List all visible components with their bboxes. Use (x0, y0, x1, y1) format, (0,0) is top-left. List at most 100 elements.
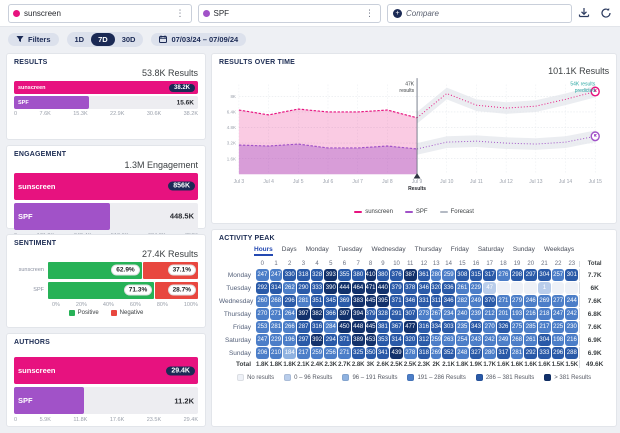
activity-tab-tuesday[interactable]: Tuesday (337, 246, 363, 254)
bar-fill[interactable]: sunscreen 856K (14, 172, 198, 200)
heatmap-cell[interactable] (497, 282, 510, 295)
heatmap-cell[interactable]: 410 (365, 269, 376, 282)
activity-tab-wednesday[interactable]: Wednesday (371, 246, 406, 254)
heatmap-cell[interactable]: 303 (442, 321, 455, 334)
heatmap-cell[interactable]: 210 (269, 347, 283, 360)
bar-row-sunscreen[interactable]: sunscreen 856K (14, 172, 198, 200)
heatmap-cell[interactable]: 346 (403, 295, 417, 308)
results-over-time-chart[interactable]: 8K 6.4K 4.8K 3.2K 1.6K Jul 3 Jul 4 Jul 5 Jul 6 Ju… (219, 76, 609, 207)
heatmap-cell[interactable]: 216 (565, 334, 579, 347)
legend-item-sunscreen[interactable]: sunscreen (354, 209, 393, 215)
heatmap-cell[interactable]: 355 (338, 269, 351, 282)
heatmap-cell[interactable]: 271 (338, 347, 351, 360)
heatmap-cell[interactable]: 206 (256, 347, 269, 360)
refresh-icon[interactable] (600, 7, 612, 19)
heatmap-cell[interactable]: 316 (310, 321, 324, 334)
heatmap-cell[interactable]: 218 (538, 308, 551, 321)
heatmap-cell[interactable]: 259 (310, 347, 324, 360)
heatmap-cell[interactable]: 266 (283, 321, 297, 334)
heatmap-cell[interactable]: 259 (431, 334, 442, 347)
heatmap-cell[interactable]: 279 (510, 295, 524, 308)
heatmap-cell[interactable]: 387 (403, 269, 417, 282)
heatmap-cell[interactable]: 314 (269, 282, 283, 295)
heatmap-cell[interactable]: 271 (269, 308, 283, 321)
heatmap-cell[interactable]: 316 (417, 321, 431, 334)
range-option-30d[interactable]: 30D (121, 34, 136, 44)
heatmap-cell[interactable]: 247 (269, 269, 283, 282)
heatmap-cell[interactable]: 288 (565, 347, 579, 360)
heatmap-cell[interactable]: 371 (390, 295, 403, 308)
heatmap-cell[interactable]: 281 (297, 295, 310, 308)
heatmap-cell[interactable]: 464 (351, 282, 365, 295)
bar-row-SPF[interactable]: 15.6K SPF (14, 96, 198, 109)
heatmap-cell[interactable]: 247 (256, 334, 269, 347)
heatmap-cell[interactable]: 275 (510, 321, 524, 334)
bar-row-SPF[interactable]: 448.5K SPF (14, 202, 198, 230)
heatmap-cell[interactable]: 390 (324, 282, 338, 295)
compare-input[interactable]: + Compare (387, 3, 572, 23)
negative-segment[interactable]: 28.7% (155, 281, 198, 299)
heatmap-cell[interactable]: 397 (338, 308, 351, 321)
heatmap-cell[interactable]: 314 (390, 334, 403, 347)
heatmap-cell[interactable]: 292 (524, 347, 538, 360)
heatmap-cell[interactable]: 273 (417, 308, 431, 321)
bar-row-sunscreen[interactable]: sunscreen 38.2K (14, 81, 198, 94)
activity-tab-sunday[interactable]: Sunday (512, 246, 535, 254)
heatmap-cell[interactable]: 346 (417, 282, 431, 295)
heatmap-cell[interactable]: 378 (403, 282, 417, 295)
heatmap-cell[interactable]: 366 (324, 308, 338, 321)
heatmap-cell[interactable]: 247 (551, 308, 565, 321)
heatmap-cell[interactable]: 268 (269, 295, 283, 308)
activity-tab-hours[interactable]: Hours (254, 246, 273, 257)
heatmap-cell[interactable]: 242 (565, 308, 579, 321)
heatmap-cell[interactable]: 352 (442, 347, 455, 360)
heatmap-cell[interactable]: 184 (283, 347, 297, 360)
heatmap-cell[interactable]: 247 (256, 269, 269, 282)
heatmap-cell[interactable]: 248 (455, 347, 469, 360)
heatmap-cell[interactable]: 308 (455, 269, 469, 282)
heatmap-cell[interactable]: 343 (469, 321, 483, 334)
heatmap-cell[interactable]: 270 (256, 308, 269, 321)
activity-tab-monday[interactable]: Monday (305, 246, 329, 254)
bar-fill[interactable]: SPF (14, 202, 110, 230)
heatmap-cell[interactable]: 267 (431, 308, 442, 321)
heatmap-cell[interactable]: 328 (310, 269, 324, 282)
sentiment-stacked-bar[interactable]: 71.3% 28.7% (48, 281, 198, 299)
heatmap-cell[interactable]: 445 (365, 295, 376, 308)
negative-segment[interactable]: 37.1% (142, 261, 198, 279)
heatmap-cell[interactable]: 325 (351, 347, 365, 360)
heatmap-cell[interactable]: 397 (297, 308, 310, 321)
heatmap-cell[interactable]: 294 (324, 334, 338, 347)
bar-row-SPF[interactable]: 11.2K SPF (14, 387, 198, 414)
heatmap-cell[interactable]: 379 (390, 282, 403, 295)
heatmap-cell[interactable]: 304 (538, 334, 551, 347)
heatmap-cell[interactable]: 315 (469, 269, 483, 282)
heatmap-cell[interactable]: 269 (538, 295, 551, 308)
range-option-7d[interactable]: 7D (91, 32, 115, 46)
range-option-1d[interactable]: 1D (74, 34, 85, 44)
heatmap-cell[interactable]: 371 (338, 334, 351, 347)
heatmap-cell[interactable]: 212 (483, 308, 497, 321)
heatmap-cell[interactable]: 282 (455, 295, 469, 308)
query-menu-icon[interactable]: ⋮ (365, 7, 374, 18)
heatmap-cell[interactable]: 369 (338, 295, 351, 308)
heatmap-cell[interactable]: 257 (551, 269, 565, 282)
heatmap-cell[interactable] (510, 282, 524, 295)
heatmap-cell[interactable]: 269 (431, 347, 442, 360)
heatmap-cell[interactable]: 311 (431, 295, 442, 308)
heatmap-cell[interactable]: 280 (431, 269, 442, 282)
heatmap-cell[interactable]: 320 (431, 282, 442, 295)
heatmap-cell[interactable]: 261 (524, 334, 538, 347)
activity-tab-days[interactable]: Days (281, 246, 297, 254)
heatmap-cell[interactable]: 201 (497, 308, 510, 321)
heatmap-cell[interactable]: 477 (403, 321, 417, 334)
heatmap-cell[interactable]: 260 (256, 295, 269, 308)
heatmap-cell[interactable]: 259 (442, 269, 455, 282)
heatmap-cell[interactable]: 370 (483, 295, 497, 308)
heatmap-cell[interactable]: 345 (324, 295, 338, 308)
heatmap-cell[interactable]: 326 (497, 321, 510, 334)
heatmap-cell[interactable]: 278 (403, 347, 417, 360)
activity-tab-weekdays[interactable]: Weekdays (543, 246, 575, 254)
heatmap-cell[interactable]: 242 (483, 334, 497, 347)
query-input-spf[interactable]: SPF ⋮ (197, 3, 381, 23)
